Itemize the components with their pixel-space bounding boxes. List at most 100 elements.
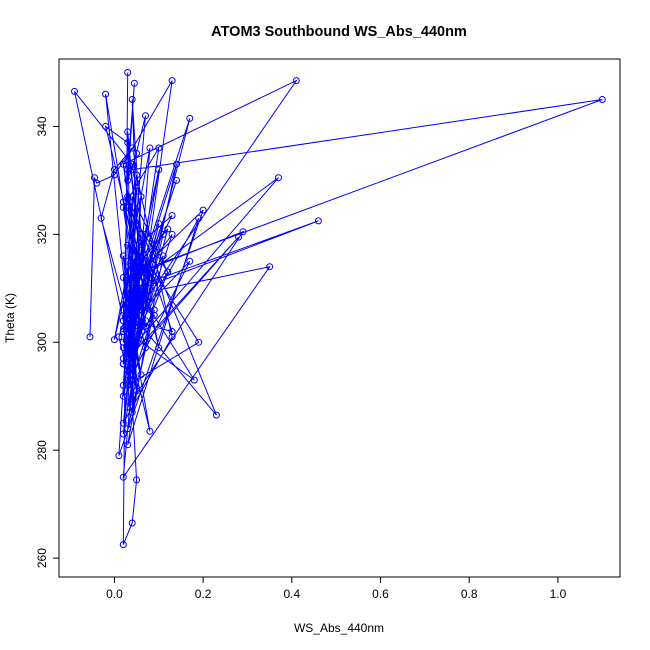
data-point	[124, 425, 132, 433]
data-point	[119, 328, 127, 335]
data-point	[128, 160, 136, 168]
data-point	[137, 193, 145, 201]
data-point	[93, 179, 101, 187]
data-point	[124, 322, 132, 330]
data-point	[119, 541, 127, 549]
data-point	[128, 519, 136, 527]
data-point	[186, 114, 194, 122]
data-point	[124, 166, 132, 174]
data-point	[142, 230, 149, 238]
data-point	[119, 355, 127, 362]
y-axis: 260 280 300 320 340	[35, 116, 60, 568]
data-point	[146, 274, 154, 281]
data-point	[119, 317, 127, 325]
data-point	[128, 247, 136, 255]
data-point	[168, 333, 176, 341]
data-point	[124, 290, 132, 298]
data-point	[128, 96, 136, 103]
chart-title: ATOM3 Southbound WS_Abs_440nm	[211, 24, 467, 40]
x-tick-label: 0.4	[283, 587, 300, 601]
data-point	[86, 333, 94, 341]
data-point	[155, 220, 163, 228]
x-tick-label: 0.6	[372, 587, 389, 601]
data-point	[124, 176, 132, 184]
x-axis: 0.0 0.2 0.4 0.6 0.8 1.0	[106, 576, 567, 601]
data-point	[137, 257, 145, 265]
data-point	[124, 344, 132, 352]
data-point	[133, 387, 141, 395]
data-point	[128, 365, 136, 373]
data-point	[186, 257, 194, 265]
data-point	[173, 176, 180, 184]
data-point	[275, 174, 282, 182]
data-point	[119, 338, 127, 346]
data-point	[119, 203, 127, 211]
data-point	[133, 328, 141, 335]
data-point	[133, 220, 141, 228]
data-point	[124, 69, 132, 76]
data-point	[173, 160, 180, 168]
data-point	[146, 427, 154, 435]
data-point	[137, 295, 145, 303]
data-point	[115, 452, 123, 460]
data-point	[133, 241, 141, 249]
data-point	[142, 301, 149, 308]
data-point	[128, 274, 136, 281]
y-tick-label: 340	[35, 116, 49, 136]
y-tick-label: 260	[35, 548, 49, 568]
data-point	[128, 295, 136, 303]
data-point	[142, 317, 149, 325]
x-tick-label: 0.0	[106, 587, 123, 601]
data-point	[133, 476, 141, 484]
data-point	[119, 306, 127, 314]
data-point	[137, 290, 145, 298]
data-point	[128, 349, 136, 357]
data-point	[110, 166, 118, 174]
data-point	[133, 263, 141, 271]
data-point	[119, 360, 127, 368]
data-point	[142, 338, 149, 346]
data-point	[124, 257, 132, 265]
x-tick-label: 0.8	[461, 587, 478, 601]
data-point	[146, 144, 154, 152]
x-axis-label: WS_Abs_440nm	[294, 621, 384, 635]
data-point	[133, 290, 141, 298]
data-point	[71, 87, 78, 95]
data-point	[199, 206, 207, 214]
data-point	[124, 139, 132, 147]
data-point	[168, 328, 176, 335]
data-point	[128, 284, 136, 292]
data-point	[159, 230, 167, 238]
data-point	[124, 128, 132, 136]
data-point	[119, 160, 127, 168]
data-point	[133, 268, 141, 276]
data-point	[598, 96, 606, 103]
x-tick-label: 1.0	[550, 587, 567, 601]
data-point	[128, 317, 136, 325]
y-axis-label: Theta (K)	[3, 293, 17, 343]
data-point	[142, 344, 149, 352]
data-point	[137, 268, 145, 276]
data-point	[212, 411, 220, 419]
data-point	[124, 241, 132, 249]
data-point	[137, 230, 145, 238]
data-point	[239, 228, 247, 236]
data-point	[314, 217, 322, 225]
data-point	[146, 268, 154, 276]
data-point	[119, 274, 127, 281]
data-point	[128, 144, 136, 152]
series-layer	[71, 69, 606, 549]
data-point	[133, 295, 141, 303]
data-point	[159, 252, 167, 260]
data-point	[119, 430, 127, 438]
data-point	[97, 214, 105, 222]
data-point	[128, 371, 136, 379]
data-point	[137, 263, 145, 271]
data-point	[102, 90, 110, 98]
data-point	[124, 381, 132, 389]
data-point	[124, 441, 132, 449]
data-point	[150, 274, 158, 281]
data-point	[119, 381, 127, 389]
data-point	[137, 371, 145, 379]
data-point	[119, 252, 127, 260]
